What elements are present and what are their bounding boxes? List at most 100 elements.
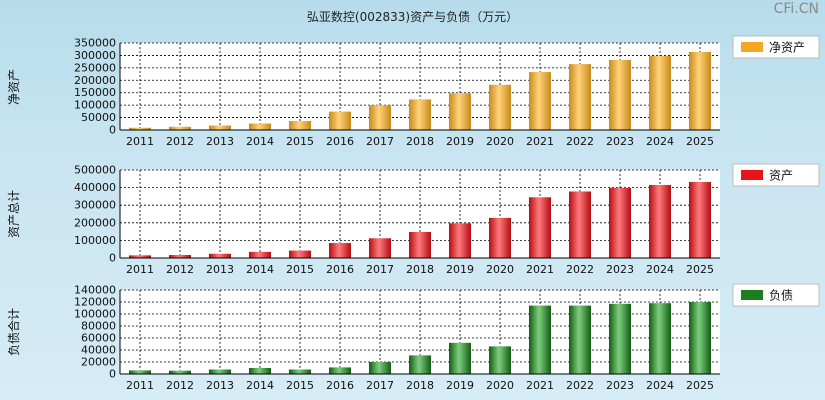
- x-tick-label: 2015: [286, 263, 314, 276]
- bar-net-assets-2023: [609, 59, 631, 130]
- bar-net-assets-2025: [689, 51, 711, 130]
- bar-net-assets-2019: [449, 93, 471, 130]
- bar-total-assets-2024: [649, 184, 671, 258]
- x-tick-label: 2019: [446, 379, 474, 392]
- legend-box-total-assets: [732, 163, 820, 187]
- x-tick-label: 2014: [246, 379, 274, 392]
- y-tick-label: 20000: [81, 356, 116, 369]
- y-tick-label: 150000: [74, 86, 116, 99]
- bar-liabilities-2011: [129, 370, 151, 374]
- legend-label-total-assets: 资产: [769, 169, 793, 183]
- bar-liabilities-2016: [329, 367, 351, 374]
- x-tick-label: 2021: [526, 135, 554, 148]
- x-tick-label: 2013: [206, 379, 234, 392]
- bar-net-assets-2014: [249, 123, 271, 130]
- x-tick-label: 2021: [526, 263, 554, 276]
- x-tick-label: 2011: [126, 379, 154, 392]
- x-tick-label: 2016: [326, 263, 354, 276]
- x-tick-label: 2019: [446, 135, 474, 148]
- bar-liabilities-2017: [369, 362, 391, 374]
- x-tick-label: 2022: [566, 379, 594, 392]
- x-tick-label: 2022: [566, 263, 594, 276]
- x-tick-label: 2020: [486, 379, 514, 392]
- bar-liabilities-2015: [289, 369, 311, 374]
- bar-total-assets-2023: [609, 187, 631, 258]
- bar-total-assets-2020: [489, 217, 511, 258]
- y-tick-label: 80000: [81, 320, 116, 333]
- x-tick-label: 2013: [206, 263, 234, 276]
- chart-title: 弘亚数控(002833)资产与负债（万元）: [306, 10, 519, 24]
- y-axis-label-net-assets: 净资产: [7, 69, 21, 105]
- x-tick-label: 2018: [406, 135, 434, 148]
- x-tick-label: 2015: [286, 135, 314, 148]
- bar-net-assets-2013: [209, 125, 231, 130]
- x-tick-label: 2012: [166, 263, 194, 276]
- y-tick-label: 0: [109, 252, 116, 265]
- bar-net-assets-2017: [369, 105, 391, 130]
- legend-box-liabilities: [732, 283, 820, 307]
- bar-liabilities-2023: [609, 303, 631, 374]
- bar-net-assets-2021: [529, 72, 551, 130]
- bar-liabilities-2018: [409, 355, 431, 374]
- x-tick-label: 2017: [366, 263, 394, 276]
- bar-net-assets-2016: [329, 111, 351, 130]
- x-tick-label: 2017: [366, 135, 394, 148]
- y-tick-label: 300000: [74, 199, 116, 212]
- legend-swatch-net-assets: [741, 42, 763, 52]
- x-tick-label: 2015: [286, 379, 314, 392]
- bar-total-assets-2016: [329, 243, 351, 258]
- bar-liabilities-2025: [689, 302, 711, 374]
- legend-label-liabilities: 负债: [769, 289, 793, 303]
- bar-total-assets-2022: [569, 191, 591, 258]
- x-tick-label: 2011: [126, 135, 154, 148]
- bar-net-assets-2020: [489, 84, 511, 130]
- x-tick-label: 2023: [606, 135, 634, 148]
- bar-net-assets-2022: [569, 64, 591, 130]
- bar-liabilities-2013: [209, 369, 231, 374]
- y-axis-label-liabilities: 负债合计: [6, 308, 21, 356]
- bar-net-assets-2024: [649, 55, 671, 130]
- x-tick-label: 2018: [406, 263, 434, 276]
- bar-total-assets-2013: [209, 253, 231, 258]
- bar-total-assets-2014: [249, 251, 271, 258]
- x-tick-label: 2023: [606, 263, 634, 276]
- bar-total-assets-2021: [529, 197, 551, 258]
- bar-liabilities-2020: [489, 346, 511, 374]
- bar-total-assets-2012: [169, 255, 191, 258]
- bar-total-assets-2011: [129, 255, 151, 258]
- x-tick-label: 2013: [206, 135, 234, 148]
- x-tick-label: 2011: [126, 263, 154, 276]
- bar-liabilities-2019: [449, 342, 471, 374]
- y-tick-label: 250000: [74, 61, 116, 74]
- x-tick-label: 2025: [686, 379, 714, 392]
- y-tick-label: 100000: [74, 308, 116, 321]
- x-tick-label: 2024: [646, 135, 674, 148]
- x-tick-label: 2016: [326, 379, 354, 392]
- y-tick-label: 60000: [81, 332, 116, 345]
- legend-swatch-liabilities: [741, 290, 763, 300]
- y-tick-label: 0: [109, 368, 116, 381]
- bar-total-assets-2015: [289, 250, 311, 258]
- y-tick-label: 100000: [74, 99, 116, 112]
- bar-total-assets-2018: [409, 231, 431, 258]
- x-tick-label: 2014: [246, 135, 274, 148]
- bar-net-assets-2015: [289, 121, 311, 130]
- bar-net-assets-2012: [169, 126, 191, 130]
- bar-net-assets-2011: [129, 127, 151, 130]
- y-tick-label: 40000: [81, 344, 116, 357]
- bar-total-assets-2025: [689, 181, 711, 258]
- y-axis-label-total-assets: 资产总计: [7, 190, 21, 238]
- x-tick-label: 2012: [166, 135, 194, 148]
- bar-liabilities-2014: [249, 368, 271, 374]
- x-tick-label: 2024: [646, 379, 674, 392]
- legend-label-net-assets: 净资产: [769, 41, 805, 55]
- legend-box-net-assets: [732, 35, 820, 59]
- y-tick-label: 500000: [74, 164, 116, 177]
- x-tick-label: 2024: [646, 263, 674, 276]
- x-tick-label: 2022: [566, 135, 594, 148]
- x-tick-label: 2012: [166, 379, 194, 392]
- y-tick-label: 300000: [74, 49, 116, 62]
- x-tick-label: 2014: [246, 263, 274, 276]
- y-tick-label: 200000: [74, 74, 116, 87]
